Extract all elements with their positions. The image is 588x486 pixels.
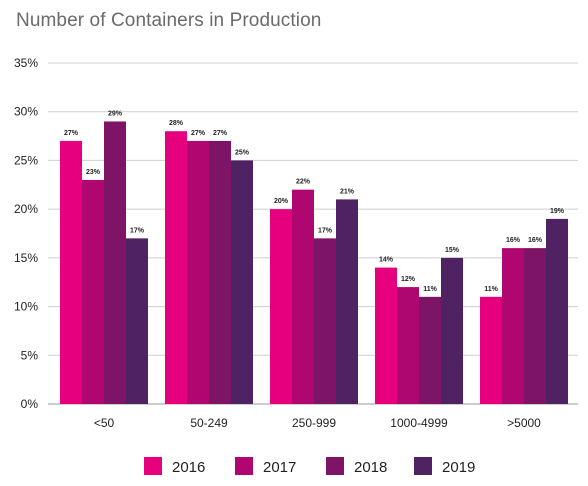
legend-swatch — [326, 457, 344, 475]
legend-swatch — [144, 457, 162, 475]
data-label: 22% — [296, 179, 311, 186]
data-label: 15% — [445, 247, 460, 254]
bar-2019-4 — [546, 218, 568, 404]
legend-label: 2016 — [172, 459, 205, 476]
data-label: 29% — [108, 110, 123, 117]
bar-2017-1 — [187, 140, 209, 404]
bar-2019-2 — [336, 199, 358, 404]
x-tick-label: 50-249 — [190, 416, 228, 430]
legend-label: 2019 — [442, 459, 475, 476]
legend-swatch — [235, 457, 253, 475]
data-label: 19% — [550, 208, 565, 215]
data-label: 14% — [379, 257, 394, 264]
bar-2019-3 — [441, 257, 463, 404]
data-label: 27% — [191, 130, 206, 137]
legend-item-2019[interactable]: 2019 — [414, 457, 475, 476]
y-tick-label: 35% — [14, 56, 38, 70]
bar-2016-3 — [375, 267, 397, 404]
bar-2016-0 — [60, 140, 82, 404]
bar-2016-2 — [270, 209, 292, 404]
legend-swatch — [414, 457, 432, 475]
legend-item-2016[interactable]: 2016 — [144, 457, 205, 476]
data-label: 17% — [318, 227, 333, 234]
y-tick-label: 30% — [14, 105, 38, 119]
data-label: 12% — [401, 276, 416, 283]
y-tick-label: 15% — [14, 251, 38, 265]
data-label: 27% — [64, 130, 79, 137]
data-label: 25% — [235, 149, 250, 156]
chart-title: Number of Containers in Production — [16, 10, 322, 31]
data-label: 16% — [528, 237, 543, 244]
data-label: 11% — [484, 286, 498, 293]
bar-2019-0 — [126, 238, 148, 404]
y-tick-label: 10% — [14, 300, 38, 314]
bar-2017-0 — [82, 179, 104, 404]
y-axis-ticks: 0% 5% 10% 15% 20% 25% 30% 35% — [14, 56, 38, 411]
data-label: 20% — [274, 198, 289, 205]
data-label: 11% — [423, 286, 437, 293]
y-tick-label: 20% — [14, 202, 38, 216]
data-label: 23% — [86, 169, 101, 176]
y-tick-label: 25% — [14, 153, 38, 167]
x-tick-label: 1000-4999 — [390, 416, 448, 430]
data-label: 17% — [130, 227, 145, 234]
bar-2017-4 — [502, 248, 524, 404]
bar-2018-3 — [419, 296, 441, 404]
data-label: 21% — [340, 188, 355, 195]
bar-2018-0 — [104, 121, 126, 404]
data-label: 27% — [213, 130, 228, 137]
legend-item-2018[interactable]: 2018 — [326, 457, 387, 476]
bar-2016-4 — [480, 296, 502, 404]
legend-label: 2018 — [354, 459, 387, 476]
data-labels: 27% 23% 29% 17% 28% 27% 27% 25% 20% 22% 17% 21% 14% 1… — [64, 110, 565, 292]
data-label: 16% — [506, 237, 521, 244]
x-tick-label: 250-999 — [292, 416, 336, 430]
x-tick-label: >5000 — [507, 416, 541, 430]
bar-2019-1 — [231, 160, 253, 404]
bars — [60, 121, 568, 404]
bar-2018-4 — [524, 248, 546, 404]
data-label: 28% — [169, 120, 184, 127]
bar-2018-1 — [209, 140, 231, 404]
bar-2017-3 — [397, 287, 419, 404]
bar-2018-2 — [314, 238, 336, 404]
bar-2016-1 — [165, 131, 187, 404]
bar-2017-2 — [292, 189, 314, 404]
legend-item-2017[interactable]: 2017 — [235, 457, 296, 476]
y-tick-label: 0% — [21, 397, 39, 411]
legend-label: 2017 — [263, 459, 296, 476]
x-tick-label: <50 — [94, 416, 115, 430]
legend[interactable]: 2016 2017 2018 2019 — [144, 457, 475, 476]
x-axis-ticks: <50 50-249 250-999 1000-4999 >5000 — [94, 416, 541, 430]
y-tick-label: 5% — [21, 348, 39, 362]
